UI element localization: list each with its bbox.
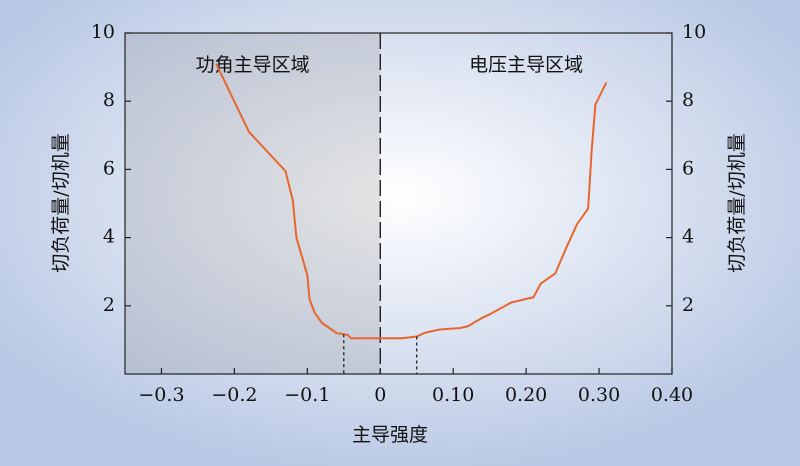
data-line xyxy=(215,63,608,340)
region-shade xyxy=(125,33,381,374)
x-tick-label: 0.20 xyxy=(505,384,547,406)
y-tick-label: 8 xyxy=(103,89,115,111)
x-tick-label: −0.1 xyxy=(284,384,330,406)
y-tick-label: 4 xyxy=(103,226,115,248)
x-tick-label: −0.2 xyxy=(211,384,257,406)
plot-frame xyxy=(124,32,673,375)
region-label: 电压主导区域 xyxy=(469,54,583,76)
y2-tick-label: 4 xyxy=(682,226,694,248)
x-tick-label: −0.3 xyxy=(138,384,184,406)
y2-tick-label: 8 xyxy=(682,89,694,111)
region-label: 功角主导区域 xyxy=(196,54,310,76)
y-tick-label: 10 xyxy=(91,21,115,43)
y-axis-label: 切负荷量/切机量 xyxy=(50,133,72,272)
y2-axis-label: 切负荷量/切机量 xyxy=(726,133,748,272)
y2-tick-label: 10 xyxy=(682,21,706,43)
y2-tick-label: 6 xyxy=(682,157,694,179)
x-tick-label: 0.30 xyxy=(578,384,620,406)
y2-tick-label: 2 xyxy=(682,294,694,316)
x-axis-label: 主导强度 xyxy=(352,424,428,446)
y-tick-label: 6 xyxy=(103,157,115,179)
x-tick-label: 0.40 xyxy=(651,384,693,406)
x-tick-label: 0 xyxy=(374,384,386,406)
y-tick-label: 2 xyxy=(103,294,115,316)
x-tick-label: 0.10 xyxy=(432,384,474,406)
